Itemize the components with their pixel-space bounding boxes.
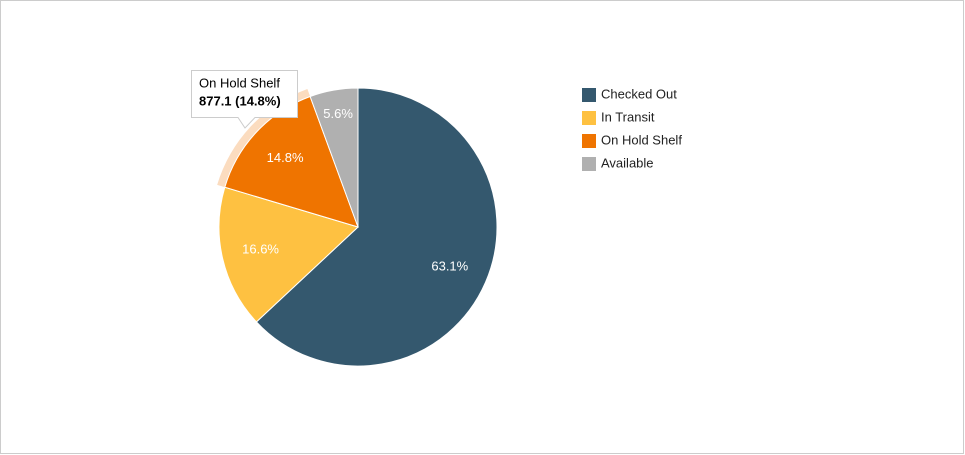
slice-label: 5.6% (323, 106, 353, 121)
slice-label: 14.8% (267, 150, 304, 165)
slice-label: 63.1% (431, 258, 468, 273)
legend-label: Checked Out (601, 86, 677, 101)
tooltip: On Hold Shelf 877.1 (14.8%) (191, 70, 298, 129)
legend-swatch (582, 134, 596, 148)
legend-label: On Hold Shelf (601, 132, 682, 147)
slice (309, 87, 359, 228)
slice (218, 186, 359, 323)
legend: Checked Out In Transit On Hold Shelf Availa… (582, 86, 682, 171)
tooltip-text: 877.1 (14.8%) (199, 93, 281, 108)
slice-label: 16.6% (242, 241, 279, 256)
slice (255, 87, 498, 367)
legend-swatch (582, 111, 596, 125)
legend-label: Available (601, 155, 654, 170)
tooltip-box (191, 70, 298, 129)
legend-swatch (582, 88, 596, 102)
legend-label: In Transit (601, 109, 655, 124)
legend-swatch (582, 157, 596, 171)
pie: 63.1% 16.6% 14.8% 5.6% (217, 87, 498, 367)
slice (224, 95, 359, 228)
tooltip-title: On Hold Shelf (199, 75, 280, 90)
